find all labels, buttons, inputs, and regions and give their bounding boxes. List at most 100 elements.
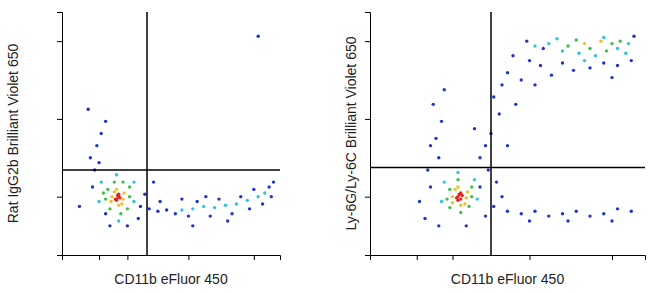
event-point [115, 173, 118, 176]
event-point [257, 35, 260, 38]
event-point [152, 180, 155, 183]
event-point [465, 224, 468, 227]
event-point [97, 161, 100, 164]
event-point [451, 195, 454, 198]
tick-mark [365, 197, 370, 198]
tick-mark [57, 41, 62, 42]
tick-mark [254, 255, 255, 260]
event-point [473, 127, 476, 130]
event-point [434, 137, 437, 140]
gate-line-vertical [490, 12, 492, 255]
event-point [572, 69, 575, 72]
event-point [104, 120, 107, 123]
event-point [588, 66, 591, 69]
event-point [429, 185, 432, 188]
event-point [126, 207, 129, 210]
event-point [484, 144, 487, 147]
tick-mark [530, 255, 531, 260]
panel: CD11b eFluor 450Rat IgG2b Brilliant Viol… [5, 12, 281, 287]
axis-line [365, 13, 371, 256]
axis-line [63, 256, 281, 261]
event-point [267, 185, 270, 188]
density-level [440, 36, 630, 203]
event-point [443, 180, 446, 183]
event-point [459, 191, 462, 194]
event-point [610, 219, 613, 222]
event-point [539, 64, 542, 67]
event-point [506, 144, 509, 147]
event-point [484, 214, 487, 217]
event-point [506, 210, 509, 213]
event-point [492, 95, 495, 98]
tick-mark [365, 41, 370, 42]
event-point [583, 59, 586, 62]
tick-mark [99, 255, 100, 260]
tick-mark [57, 119, 62, 120]
event-point [121, 180, 124, 183]
event-point [437, 224, 440, 227]
tick-mark [453, 255, 454, 260]
event-point [263, 191, 266, 194]
event-point [89, 156, 92, 159]
event-point [605, 49, 608, 52]
density-level [97, 173, 266, 223]
event-point [195, 200, 198, 203]
event-point [104, 212, 107, 215]
event-point [456, 171, 459, 174]
event-point [117, 193, 120, 196]
event-point [506, 71, 509, 74]
tick [365, 41, 370, 42]
event-point [257, 195, 260, 198]
event-point [230, 212, 233, 215]
event-point [456, 185, 459, 188]
event-point [533, 210, 536, 213]
event-point [156, 210, 159, 213]
tick [127, 255, 128, 260]
density-level [102, 180, 132, 215]
event-point [261, 202, 264, 205]
event-point [440, 200, 443, 203]
event-point [520, 78, 523, 81]
density-level [78, 35, 275, 228]
event-point [226, 219, 229, 222]
event-point [473, 178, 476, 181]
event-point [100, 132, 103, 135]
gate-line-horizontal [62, 169, 280, 171]
event-point [498, 112, 501, 115]
event-point [550, 73, 553, 76]
density-level [451, 39, 603, 206]
event-point [108, 224, 111, 227]
event-point [528, 59, 531, 62]
event-point [165, 208, 168, 211]
tick [530, 255, 531, 260]
event-point [575, 38, 578, 41]
event-point [235, 202, 238, 205]
event-point [583, 42, 586, 45]
event-point [454, 188, 457, 191]
event-point [575, 210, 578, 213]
event-point [224, 203, 227, 206]
event-point [528, 219, 531, 222]
event-point [594, 54, 597, 57]
event-point [456, 199, 459, 202]
event-point [86, 108, 89, 111]
density-level [109, 188, 125, 207]
event-point [511, 54, 514, 57]
event-point [443, 88, 446, 91]
event-point [180, 208, 183, 211]
event-point [566, 219, 569, 222]
y-axis-title: Ly-6G/Ly-6C Brilliant Violet 650 [343, 36, 359, 230]
event-point [561, 49, 564, 52]
event-point [108, 207, 111, 210]
tick-mark [188, 255, 189, 260]
event-point [418, 200, 421, 203]
event-point [117, 203, 120, 206]
tick [188, 255, 189, 260]
tick-mark [417, 255, 418, 260]
tick [57, 119, 62, 120]
tick-mark [127, 255, 128, 260]
event-point [470, 195, 473, 198]
plot-area [370, 12, 645, 255]
event-point [122, 191, 125, 194]
event-point [525, 39, 528, 42]
